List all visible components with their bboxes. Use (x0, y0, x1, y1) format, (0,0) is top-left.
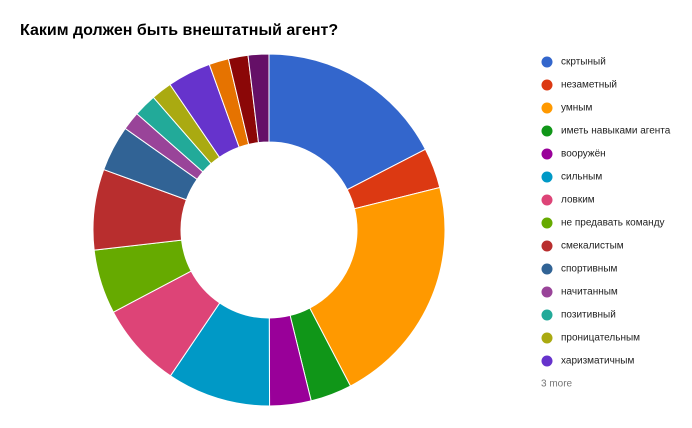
legend-label: спортивным (561, 264, 618, 275)
legend-marker (541, 286, 553, 298)
chart-title: Каким должен быть внештатный агент? (20, 22, 338, 39)
donut-slice (309, 186, 446, 387)
legend-marker (541, 125, 553, 137)
legend-marker (541, 263, 553, 275)
legend-label: смекалистым (561, 241, 624, 252)
legend-label: умным (561, 103, 592, 114)
legend-label: ловким (561, 195, 595, 206)
legend-marker (541, 217, 553, 229)
legend-label: сильным (561, 172, 602, 183)
legend-marker (541, 148, 553, 160)
legend-marker (541, 332, 553, 344)
legend-label: иметь навыками агента (561, 126, 671, 137)
legend-label: позитивный (561, 310, 616, 321)
legend-label: вооружён (561, 149, 606, 160)
legend-label: проницательным (561, 333, 640, 344)
legend-marker (541, 56, 553, 68)
legend-marker (541, 171, 553, 183)
legend-more: 3 more (541, 379, 573, 390)
donut-slice (247, 53, 270, 144)
legend-marker (541, 355, 553, 367)
donut-slice (268, 53, 427, 191)
legend-label: скртыный (561, 57, 606, 68)
legend-label: не предавать команду (561, 218, 665, 229)
legend-label: харизматичным (561, 356, 634, 367)
legend-marker (541, 309, 553, 321)
legend-marker (541, 102, 553, 114)
legend-label: незаметный (561, 80, 617, 91)
legend-marker (541, 240, 553, 252)
legend-marker (541, 79, 553, 91)
legend-label: начитанным (561, 287, 618, 298)
legend-marker (541, 194, 553, 206)
